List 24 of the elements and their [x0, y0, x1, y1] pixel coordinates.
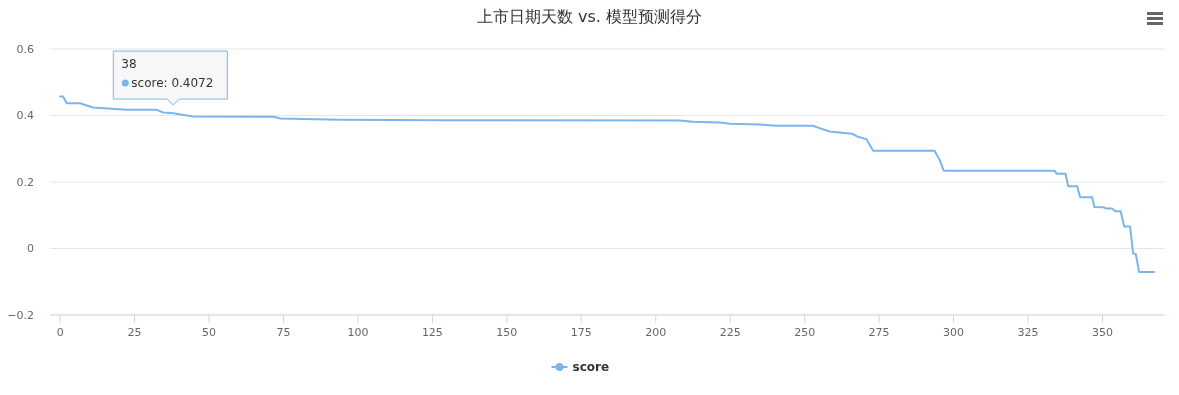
x-tick-label: 125 [421, 326, 443, 339]
x-tick-label: 25 [127, 326, 142, 339]
y-tick-label: 0 [27, 242, 34, 256]
y-tick-label: −0.2 [7, 308, 34, 322]
x-tick-label: 300 [943, 326, 965, 339]
x-tick-label: 175 [570, 326, 592, 339]
y-tick-label: 0.2 [16, 175, 34, 189]
x-tick-label: 325 [1017, 326, 1039, 339]
x-tick-label: 250 [794, 326, 816, 339]
line-series [59, 95, 1155, 274]
x-tick-label: 0 [56, 326, 64, 339]
legend-label: score [572, 360, 610, 375]
annotation: 38 score: 0.4072 [121, 57, 214, 91]
x-tick-label: 275 [868, 326, 890, 339]
x-tick-label: 225 [719, 326, 741, 339]
y-tick-label: 0.4 [16, 109, 34, 123]
x-tick-label: 75 [276, 326, 291, 339]
x-tick-label: 100 [347, 326, 369, 339]
x-tick-label: 50 [202, 326, 217, 339]
x-tick-label: 350 [1091, 326, 1113, 339]
y-tick-label: 0.6 [16, 42, 34, 56]
x-tick-label: 150 [496, 326, 518, 339]
x-tick-label: 200 [645, 326, 667, 339]
chart-title: 上市日期天数 vs. 模型预测得分 [476, 7, 703, 26]
